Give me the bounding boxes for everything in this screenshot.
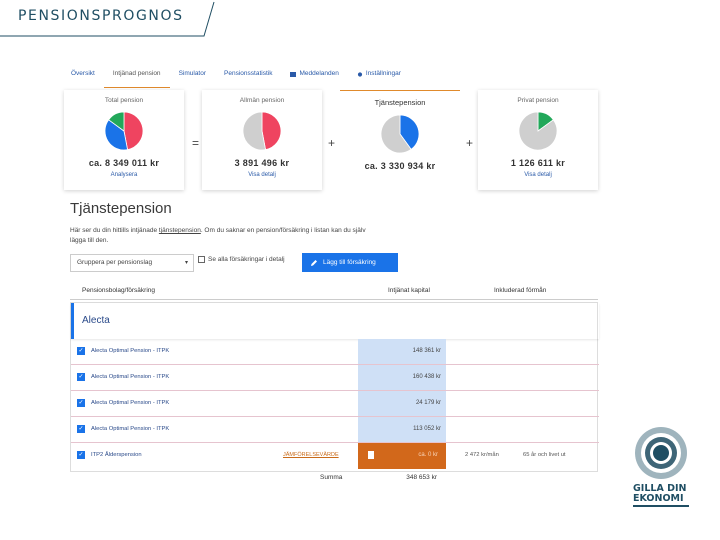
row-name[interactable]: ITP2 Ålderspension: [91, 452, 142, 458]
card-title: Allmän pension: [239, 97, 285, 104]
tab-overview[interactable]: Översikt: [71, 70, 95, 77]
checkbox[interactable]: [198, 256, 205, 263]
section-description: Här ser du din hittills intjänade tjänst…: [70, 227, 366, 244]
pie-slice: [108, 111, 125, 132]
pie-slice: [380, 114, 412, 154]
card-value: 1 126 611 kr: [510, 158, 566, 168]
table-row[interactable]: ✓ Alecta Optimal Pension - ITPK 160 438 …: [71, 365, 599, 391]
mail-icon: [290, 71, 297, 77]
logo-underline: [633, 505, 689, 507]
show-detail-link[interactable]: Visa detalj: [524, 172, 552, 178]
pie-chart: [518, 111, 558, 151]
benefit-period: 65 år och livet ut: [523, 452, 566, 458]
header-benefit[interactable]: Inkluderad förmån: [494, 287, 547, 294]
group-by-select[interactable]: Gruppera per pensionslag ▾: [70, 254, 194, 272]
card-total-pension[interactable]: Total pension ca. 8 349 011 kr Analysera: [64, 90, 184, 190]
row-amount: 148 361 kr: [412, 348, 441, 354]
logo-text: GILLA DIN EKONOMI: [633, 483, 687, 504]
checkbox-checked[interactable]: ✓: [77, 373, 85, 381]
row-name[interactable]: Alecta Optimal Pension - ITPK: [91, 400, 170, 406]
add-insurance-button[interactable]: Lägg till försäkring: [302, 253, 398, 272]
table-row[interactable]: ✓ Alecta Optimal Pension - ITPK 148 361 …: [71, 339, 599, 365]
header-capital[interactable]: Intjänat kapital: [388, 287, 430, 294]
tab-settings[interactable]: Inställningar: [348, 60, 410, 88]
document-icon: [368, 451, 374, 459]
checkbox-checked[interactable]: ✓: [77, 399, 85, 407]
card-title: Privat pension: [517, 97, 559, 104]
pie-slice: [104, 119, 129, 151]
tab-bar: Översikt Intjänad pension Simulator Pens…: [62, 60, 598, 88]
comparison-value-tag[interactable]: JÄMFÖRELSEVÄRDE: [283, 452, 339, 458]
row-name[interactable]: Alecta Optimal Pension - ITPK: [91, 374, 170, 380]
gear-icon: [357, 71, 362, 77]
tab-statistics[interactable]: Pensionsstatistik: [224, 70, 273, 77]
card-value: 3 891 496 kr: [234, 158, 290, 168]
card-value: ca. 3 330 934 kr: [364, 161, 436, 171]
group-header[interactable]: Alecta: [71, 303, 599, 339]
checkbox-checked[interactable]: ✓: [77, 425, 85, 433]
row-amount: ca. 0 kr: [418, 452, 438, 458]
pension-app-screenshot: Översikt Intjänad pension Simulator Pens…: [62, 60, 599, 481]
card-occupational-pension[interactable]: Tjänstepension ca. 3 330 934 kr: [340, 90, 460, 190]
monthly-benefit: 2 472 kr/mån: [465, 452, 499, 458]
show-detail-link[interactable]: Visa detalj: [248, 172, 276, 178]
tab-simulator[interactable]: Simulator: [178, 70, 207, 77]
show-all-checkbox[interactable]: Se alla försäkringar i detalj: [198, 256, 285, 263]
row-amount: 160 438 kr: [412, 374, 441, 380]
plus-sign: +: [466, 136, 474, 150]
card-value: ca. 8 349 011 kr: [88, 158, 160, 168]
pie-chart: [104, 111, 144, 151]
card-title: Tjänstepension: [374, 98, 426, 107]
pension-table: Alecta ✓ Alecta Optimal Pension - ITPK 1…: [70, 302, 599, 472]
tab-earned-pension[interactable]: Intjänad pension: [103, 60, 170, 88]
row-amount: 24 179 kr: [415, 400, 441, 406]
equals-sign: =: [192, 136, 200, 150]
checkbox-checked[interactable]: ✓: [77, 347, 85, 355]
card-general-pension[interactable]: Allmän pension 3 891 496 kr Visa detalj: [202, 90, 322, 190]
pie-chart: [242, 111, 282, 151]
slide-title: PENSIONSPROGNOS: [18, 8, 184, 24]
title-underline: [0, 1, 215, 37]
sum-value: 348 653 kr: [406, 474, 437, 481]
plus-sign: +: [328, 136, 336, 150]
pie-slice: [261, 111, 282, 151]
header-company[interactable]: Pensionsbolag/försäkring: [82, 287, 155, 294]
tab-messages[interactable]: Meddelanden: [281, 60, 347, 88]
card-title: Total pension: [104, 97, 144, 104]
table-header: Pensionsbolag/försäkring Intjänat kapita…: [70, 282, 598, 300]
table-row[interactable]: ✓ ITP2 Ålderspension JÄMFÖRELSEVÄRDE ca.…: [71, 443, 599, 469]
checkbox-checked[interactable]: ✓: [77, 451, 85, 459]
table-row[interactable]: ✓ Alecta Optimal Pension - ITPK 24 179 k…: [71, 391, 599, 417]
pencil-icon: [311, 259, 317, 266]
row-name[interactable]: Alecta Optimal Pension - ITPK: [91, 348, 170, 354]
chevron-down-icon: ▾: [184, 260, 188, 266]
pie-slice: [518, 111, 558, 151]
highlighted-cell: ca. 0 kr: [358, 443, 446, 469]
logo-emblem: [635, 427, 687, 479]
row-name[interactable]: Alecta Optimal Pension - ITPK: [91, 426, 170, 432]
pie-slice: [399, 114, 420, 150]
section-title: Tjänstepension: [70, 200, 172, 217]
pie-slice: [242, 111, 267, 151]
sum-label: Summa: [320, 474, 343, 481]
card-private-pension[interactable]: Privat pension 1 126 611 kr Visa detalj: [478, 90, 598, 190]
pie-chart: [380, 114, 420, 154]
row-amount: 113 052 kr: [413, 426, 441, 432]
occupational-pension-link[interactable]: tjänstepension: [158, 227, 201, 234]
table-row[interactable]: ✓ Alecta Optimal Pension - ITPK 113 052 …: [71, 417, 599, 443]
summary-cards: Total pension ca. 8 349 011 kr Analysera…: [62, 90, 598, 196]
pie-slice: [123, 111, 144, 151]
analyze-link[interactable]: Analysera: [110, 172, 138, 178]
